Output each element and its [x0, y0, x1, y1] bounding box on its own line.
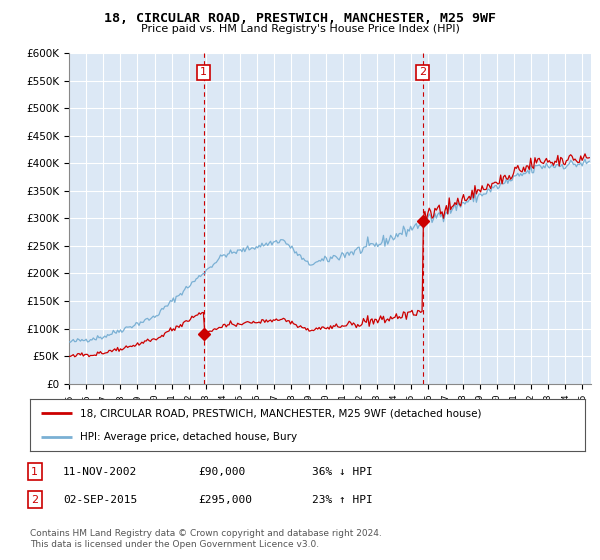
- Text: 18, CIRCULAR ROAD, PRESTWICH, MANCHESTER, M25 9WF: 18, CIRCULAR ROAD, PRESTWICH, MANCHESTER…: [104, 12, 496, 25]
- Text: 23% ↑ HPI: 23% ↑ HPI: [312, 494, 373, 505]
- Text: 2: 2: [31, 494, 38, 505]
- Text: Contains HM Land Registry data © Crown copyright and database right 2024.
This d: Contains HM Land Registry data © Crown c…: [30, 529, 382, 549]
- Text: 02-SEP-2015: 02-SEP-2015: [63, 494, 137, 505]
- Text: 2: 2: [419, 67, 427, 77]
- Text: 11-NOV-2002: 11-NOV-2002: [63, 466, 137, 477]
- Text: 18, CIRCULAR ROAD, PRESTWICH, MANCHESTER, M25 9WF (detached house): 18, CIRCULAR ROAD, PRESTWICH, MANCHESTER…: [80, 408, 481, 418]
- Text: 36% ↓ HPI: 36% ↓ HPI: [312, 466, 373, 477]
- Text: 1: 1: [31, 466, 38, 477]
- Text: £295,000: £295,000: [198, 494, 252, 505]
- Text: 1: 1: [200, 67, 207, 77]
- Text: HPI: Average price, detached house, Bury: HPI: Average price, detached house, Bury: [80, 432, 297, 442]
- Text: £90,000: £90,000: [198, 466, 245, 477]
- Text: Price paid vs. HM Land Registry's House Price Index (HPI): Price paid vs. HM Land Registry's House …: [140, 24, 460, 34]
